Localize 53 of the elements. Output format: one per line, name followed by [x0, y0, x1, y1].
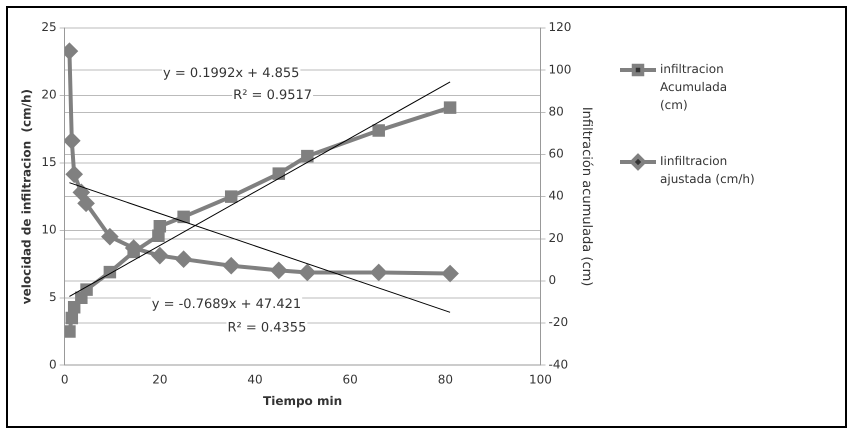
point	[66, 166, 82, 182]
y-axis-title: velocidad de infiltracion (cm/h)	[19, 89, 34, 304]
point	[102, 228, 118, 245]
y-tick-label: 0	[49, 357, 57, 372]
y2-tick-label: 0	[548, 273, 556, 288]
point	[68, 300, 80, 314]
point	[152, 248, 168, 264]
x-tick-label: 40	[247, 372, 263, 387]
x-tick-label: 100	[529, 372, 552, 387]
point	[372, 124, 385, 137]
point	[154, 220, 166, 233]
x-axis-title: Tiempo min	[263, 394, 342, 408]
y-tick-label: 15	[41, 155, 57, 170]
point	[64, 325, 76, 338]
point	[78, 195, 94, 212]
y2-tick-label: 80	[548, 104, 564, 118]
y-tick-label: 25	[41, 20, 57, 34]
y-tick-label: 20	[41, 88, 57, 102]
y2-tick-label: 120	[548, 20, 572, 34]
point	[80, 283, 93, 296]
y2-tick-label: -40	[548, 357, 568, 372]
y-tick-label: 5	[49, 290, 57, 304]
y2-tick-label: 100	[548, 62, 572, 76]
point	[301, 150, 314, 162]
y2-tick-label: 40	[548, 188, 564, 203]
point	[223, 258, 240, 274]
point	[370, 264, 387, 280]
point	[177, 210, 190, 224]
y2-tick-label: 60	[548, 146, 564, 161]
y-tick-label: 10	[41, 222, 57, 236]
point	[73, 184, 90, 200]
y2-tick-label: -20	[548, 315, 568, 330]
point	[444, 101, 456, 114]
point	[270, 262, 287, 278]
point	[66, 312, 78, 324]
point	[272, 167, 286, 180]
point	[299, 264, 316, 280]
x-tick-label: 20	[152, 372, 168, 387]
x-tick-label: 60	[342, 372, 358, 387]
annotation: y = 0.1992x + 4.855	[163, 66, 300, 82]
x-tick-label: 80	[438, 372, 453, 387]
x-tick-label: 0	[60, 372, 68, 387]
point	[176, 251, 192, 268]
y2-axis-title: Infiltración acumulada (cm)	[578, 106, 594, 286]
annotation: R² = 0.4355	[227, 320, 306, 336]
legend-label: infiltracion Acumulada (cm)	[660, 62, 728, 112]
annotation: y = -0.7689x + 47.421	[152, 296, 302, 312]
y2-tick-label: 20	[548, 230, 564, 245]
point	[64, 132, 80, 149]
legend-label: Iinfiltracion ajustada (cm/h)	[660, 154, 755, 186]
annotation: R² = 0.9517	[233, 88, 312, 103]
point	[224, 190, 238, 203]
point	[442, 266, 458, 282]
